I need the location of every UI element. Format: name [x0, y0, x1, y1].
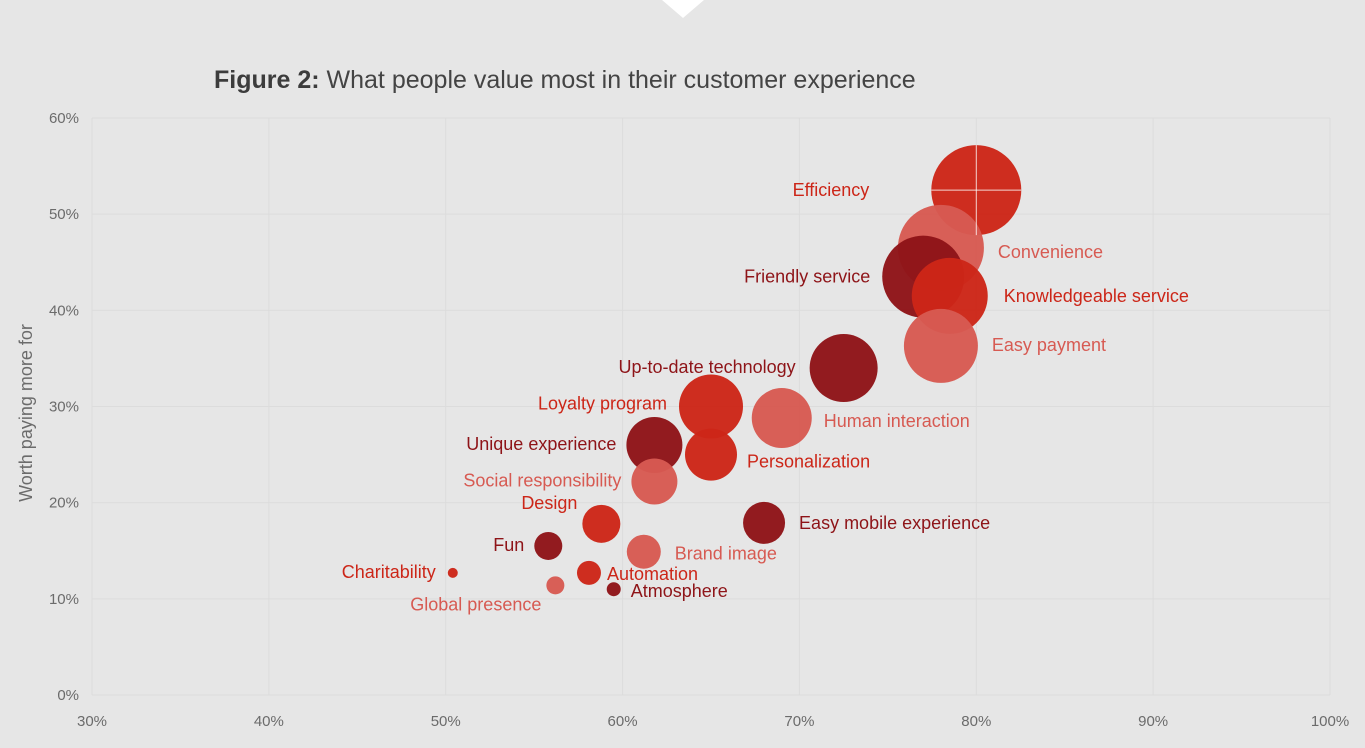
x-tick-label: 70% [784, 713, 814, 730]
bubble-loyalty-program [679, 374, 743, 439]
bubble-human-interaction [751, 388, 812, 449]
label-social-responsibility: Social responsibility [463, 471, 621, 491]
bubble-personalization [685, 428, 737, 481]
bubbles [447, 145, 1022, 597]
bubble-global-presence [546, 576, 565, 595]
label-easy-mobile-experience: Easy mobile experience [799, 513, 990, 533]
bubble-easy-payment [903, 308, 978, 383]
bubble-social-responsibility [631, 458, 678, 505]
label-convenience: Convenience [998, 242, 1103, 262]
label-human-interaction: Human interaction [824, 411, 970, 431]
bubble-automation [576, 560, 601, 585]
x-tick-label: 50% [431, 713, 461, 730]
label-easy-payment: Easy payment [992, 335, 1106, 355]
bubble-labels: Efficiency Convenience Friendly service Kno… [342, 180, 1189, 614]
bubble-atmosphere [606, 582, 621, 597]
bubble-design [582, 504, 621, 543]
x-tick-label: 90% [1138, 713, 1168, 730]
chart-title: Figure 2: What people value most in thei… [214, 66, 916, 95]
label-loyalty-program: Loyalty program [538, 394, 667, 414]
x-tick-label: 40% [254, 713, 284, 730]
label-brand-image: Brand image [675, 544, 777, 564]
label-global-presence: Global presence [410, 594, 541, 614]
bubble-unique-experience [626, 416, 683, 473]
x-tick-label: 100% [1311, 713, 1349, 730]
y-tick-label: 10% [49, 591, 79, 608]
label-automation: Automation [607, 564, 698, 584]
bubble-fun [534, 531, 563, 560]
y-tick-label: 20% [49, 495, 79, 512]
bubble-charitability [447, 567, 458, 578]
label-personalization: Personalization [747, 452, 870, 472]
chart-title-lead: Figure 2: [214, 66, 320, 94]
grid [91, 117, 1331, 696]
y-axis-title: Worth paying more for [16, 324, 36, 502]
chart-title-text: What people value most in their customer… [326, 66, 916, 94]
y-tick-label: 50% [49, 206, 79, 223]
label-friendly-service: Friendly service [744, 267, 870, 287]
top-notch [662, 0, 704, 18]
label-knowledgeable-service: Knowledgeable service [1004, 286, 1189, 306]
y-tick-label: 0% [57, 687, 79, 704]
label-efficiency: Efficiency [793, 180, 870, 200]
label-fun: Fun [493, 535, 524, 555]
axis-ticks: 30% 40% 50% 60% 70% 80% 90% 100% 0% 10% 20% 30% 40% 5… [49, 110, 1349, 730]
label-atmosphere: Atmosphere [631, 581, 728, 601]
label-design: Design [521, 493, 577, 513]
label-up-to-date-technology: Up-to-date technology [619, 357, 796, 377]
bubble-up-to-date-technology [809, 334, 878, 403]
y-tick-label: 40% [49, 302, 79, 319]
bubble-easy-mobile-experience [743, 501, 786, 544]
x-tick-label: 30% [77, 713, 107, 730]
x-tick-label: 60% [608, 713, 638, 730]
bubble-brand-image [626, 534, 661, 569]
label-charitability: Charitability [342, 562, 436, 582]
y-tick-label: 30% [49, 399, 79, 416]
y-tick-label: 60% [49, 110, 79, 127]
label-unique-experience: Unique experience [466, 434, 616, 454]
x-tick-label: 80% [961, 713, 991, 730]
